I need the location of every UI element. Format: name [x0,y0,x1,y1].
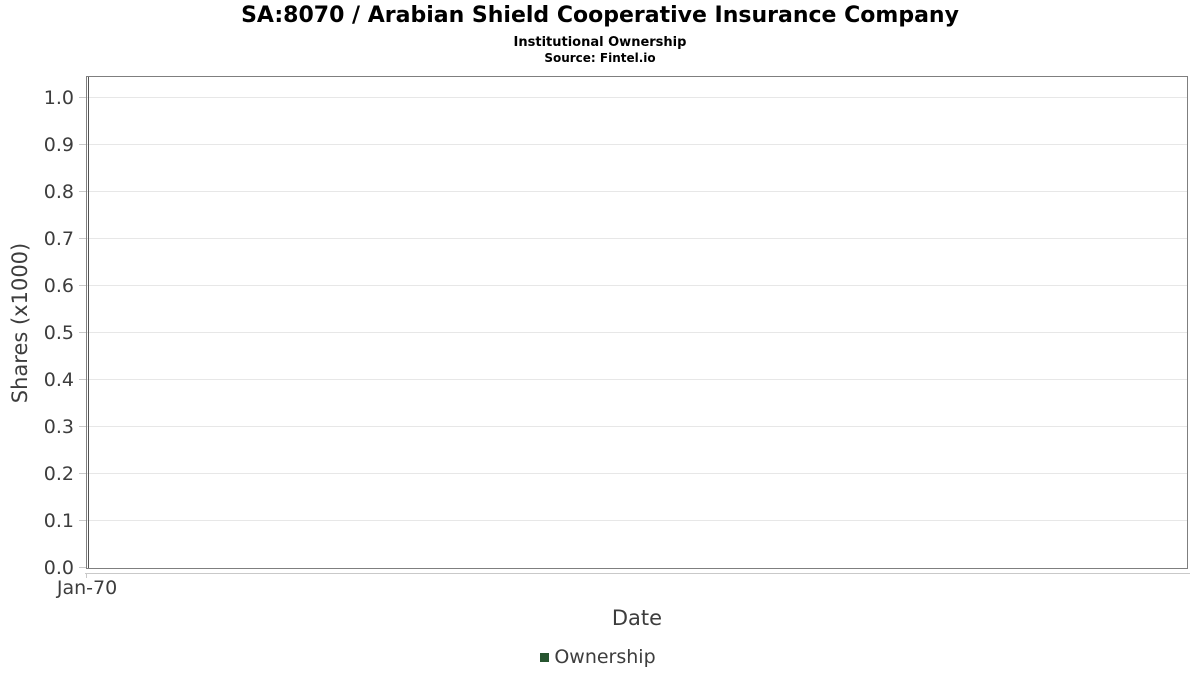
y-tick-label: 0.0 [43,557,74,579]
gridline [87,191,1187,192]
y-tick-label: 1.0 [43,87,74,109]
gridline [87,144,1187,145]
y-tick-mark [79,379,86,380]
y-tick-label: 0.1 [43,510,74,532]
y-tick-mark [79,520,86,521]
chart-title: SA:8070 / Arabian Shield Cooperative Ins… [241,3,959,28]
gridline [87,238,1187,239]
y-tick-label: 0.4 [43,369,74,391]
y-tick-mark [79,285,86,286]
y-tick-mark [79,144,86,145]
gridline [87,473,1187,474]
y-tick-mark [79,238,86,239]
y-tick-mark [79,97,86,98]
x-axis-title: Date [611,606,663,630]
legend-item-ownership[interactable]: Ownership [554,646,656,668]
chart-source: Source: Fintel.io [544,51,656,65]
y-tick-mark [79,473,86,474]
x-axis-line [85,573,1190,574]
y-tick-label: 0.7 [43,228,74,250]
gridline [87,426,1187,427]
y-axis-line [88,77,89,568]
y-tick-mark [79,567,86,568]
gridline [87,97,1187,98]
gridline [87,285,1187,286]
chart-legend: Ownership [0,645,1196,669]
y-tick-label: 0.8 [43,181,74,203]
y-tick-label: 0.2 [43,463,74,485]
gridline [87,520,1187,521]
y-tick-label: 0.5 [43,322,74,344]
x-tick-label: Jan-70 [56,577,118,599]
y-tick-mark [79,332,86,333]
y-tick-label: 0.6 [43,275,74,297]
plot-area [79,76,1188,578]
gridline [87,379,1187,380]
y-tick-mark [79,191,86,192]
y-tick-label: 0.3 [43,416,74,438]
y-axis-tick-labels: 0.0 0.1 0.2 0.3 0.4 0.5 0.6 0.7 0.8 0.9 … [0,77,80,579]
x-tick-mark [86,573,87,578]
y-tick-label: 0.9 [43,134,74,156]
y-tick-mark [79,426,86,427]
gridline [87,332,1187,333]
ownership-series-marker-icon [540,652,550,662]
chart-subtitle: Institutional Ownership [513,35,687,50]
